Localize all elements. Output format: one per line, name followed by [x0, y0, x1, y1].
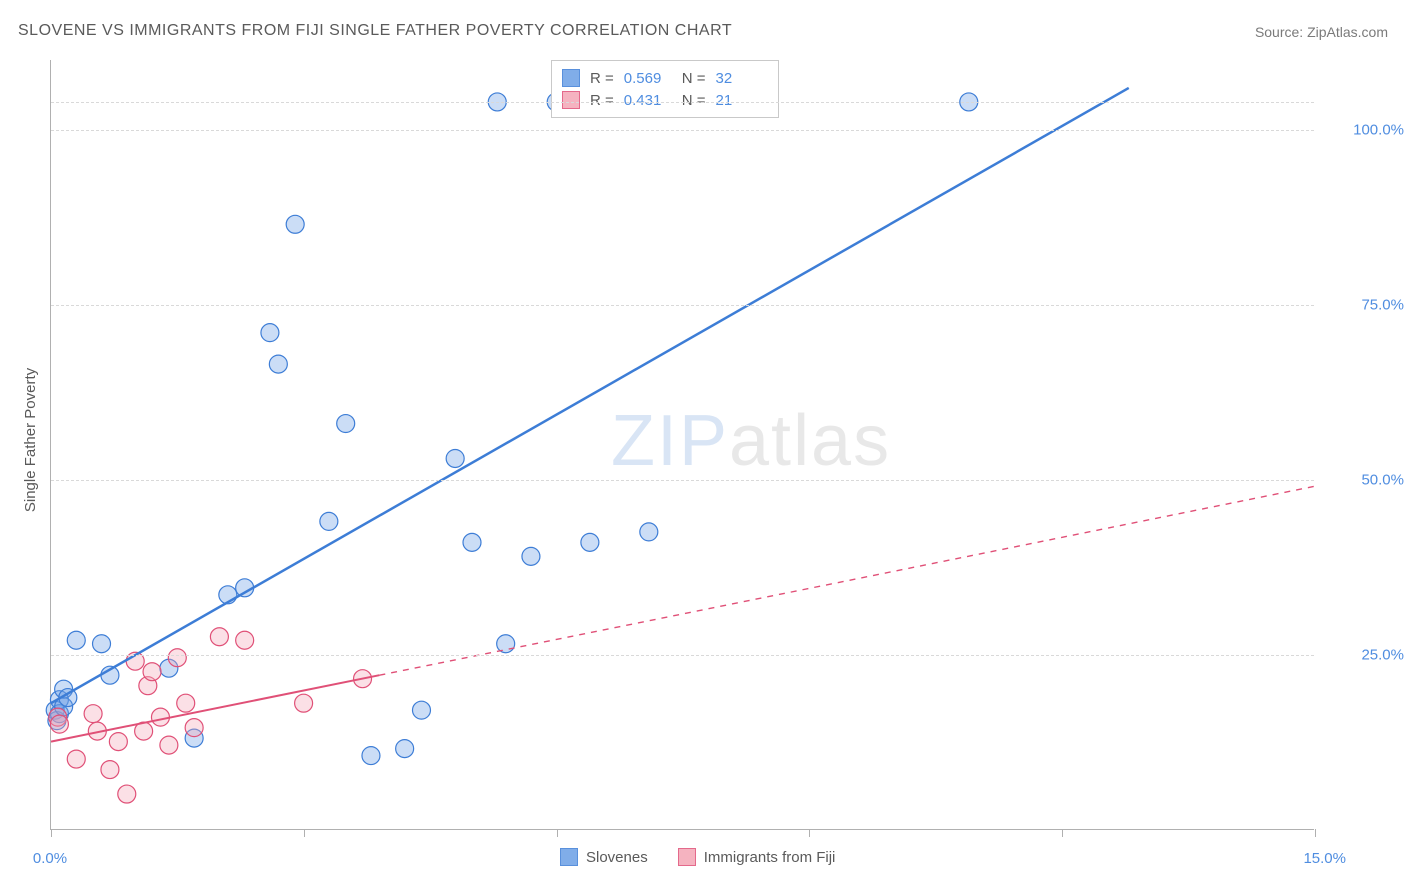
stats-row-slovenes: R = 0.569 N = 32 [562, 67, 764, 89]
gridline [51, 305, 1314, 306]
r-label: R = [590, 70, 614, 87]
y-tick-label: 75.0% [1324, 297, 1404, 314]
y-tick-label: 25.0% [1324, 647, 1404, 664]
n-label-2: N = [682, 92, 706, 109]
y-axis-label: Single Father Poverty [22, 368, 39, 512]
scatter-point [101, 761, 119, 779]
scatter-point [50, 715, 68, 733]
swatch-fiji [562, 91, 580, 109]
scatter-point [67, 631, 85, 649]
scatter-point [185, 719, 203, 737]
scatter-point [67, 750, 85, 768]
legend-swatch-slovenes [560, 848, 578, 866]
n-value-slovenes: 32 [716, 70, 764, 87]
legend-label-fiji: Immigrants from Fiji [704, 849, 836, 866]
scatter-point [84, 705, 102, 723]
scatter-point [337, 415, 355, 433]
r-label-2: R = [590, 92, 614, 109]
scatter-point [522, 547, 540, 565]
plot-area: ZIPatlas R = 0.569 N = 32 R = 0.431 N = … [50, 60, 1314, 830]
scatter-point [640, 523, 658, 541]
x-tick [809, 829, 810, 837]
x-tick [51, 829, 52, 837]
scatter-point [497, 635, 515, 653]
y-tick-label: 50.0% [1324, 472, 1404, 489]
r-value-slovenes: 0.569 [624, 70, 672, 87]
x-tick [304, 829, 305, 837]
x-tick [1062, 829, 1063, 837]
legend-label-slovenes: Slovenes [586, 849, 648, 866]
stats-row-fiji: R = 0.431 N = 21 [562, 89, 764, 111]
scatter-point [362, 747, 380, 765]
scatter-point [261, 324, 279, 342]
r-value-fiji: 0.431 [624, 92, 672, 109]
scatter-point [143, 663, 161, 681]
x-tick [1315, 829, 1316, 837]
gridline [51, 655, 1314, 656]
scatter-point [160, 736, 178, 754]
scatter-point [177, 694, 195, 712]
scatter-point [151, 708, 169, 726]
scatter-point [581, 533, 599, 551]
scatter-point [286, 215, 304, 233]
legend-swatch-fiji [678, 848, 696, 866]
scatter-point [109, 733, 127, 751]
regression-line [51, 88, 1129, 703]
scatter-point [168, 649, 186, 667]
n-value-fiji: 21 [716, 92, 764, 109]
scatter-point [269, 355, 287, 373]
scatter-point [93, 635, 111, 653]
gridline [51, 130, 1314, 131]
chart-svg [51, 60, 1314, 829]
gridline [51, 480, 1314, 481]
y-tick-label: 100.0% [1324, 122, 1404, 139]
bottom-legend: Slovenes Immigrants from Fiji [560, 848, 835, 866]
x-tick-start: 0.0% [33, 850, 67, 867]
regression-line-dashed [379, 486, 1314, 675]
x-tick-end: 15.0% [1303, 850, 1346, 867]
n-label: N = [682, 70, 706, 87]
scatter-point [118, 785, 136, 803]
scatter-point [295, 694, 313, 712]
stats-legend: R = 0.569 N = 32 R = 0.431 N = 21 [551, 60, 779, 118]
swatch-slovenes [562, 69, 580, 87]
chart-title: SLOVENE VS IMMIGRANTS FROM FIJI SINGLE F… [18, 22, 732, 40]
scatter-point [396, 740, 414, 758]
scatter-point [463, 533, 481, 551]
scatter-point [412, 701, 430, 719]
scatter-point [320, 512, 338, 530]
scatter-point [236, 631, 254, 649]
source-label: Source: ZipAtlas.com [1255, 24, 1388, 40]
legend-item-slovenes: Slovenes [560, 848, 648, 866]
x-tick [557, 829, 558, 837]
legend-item-fiji: Immigrants from Fiji [678, 848, 836, 866]
scatter-point [446, 449, 464, 467]
scatter-point [210, 628, 228, 646]
gridline-top [51, 102, 1314, 103]
